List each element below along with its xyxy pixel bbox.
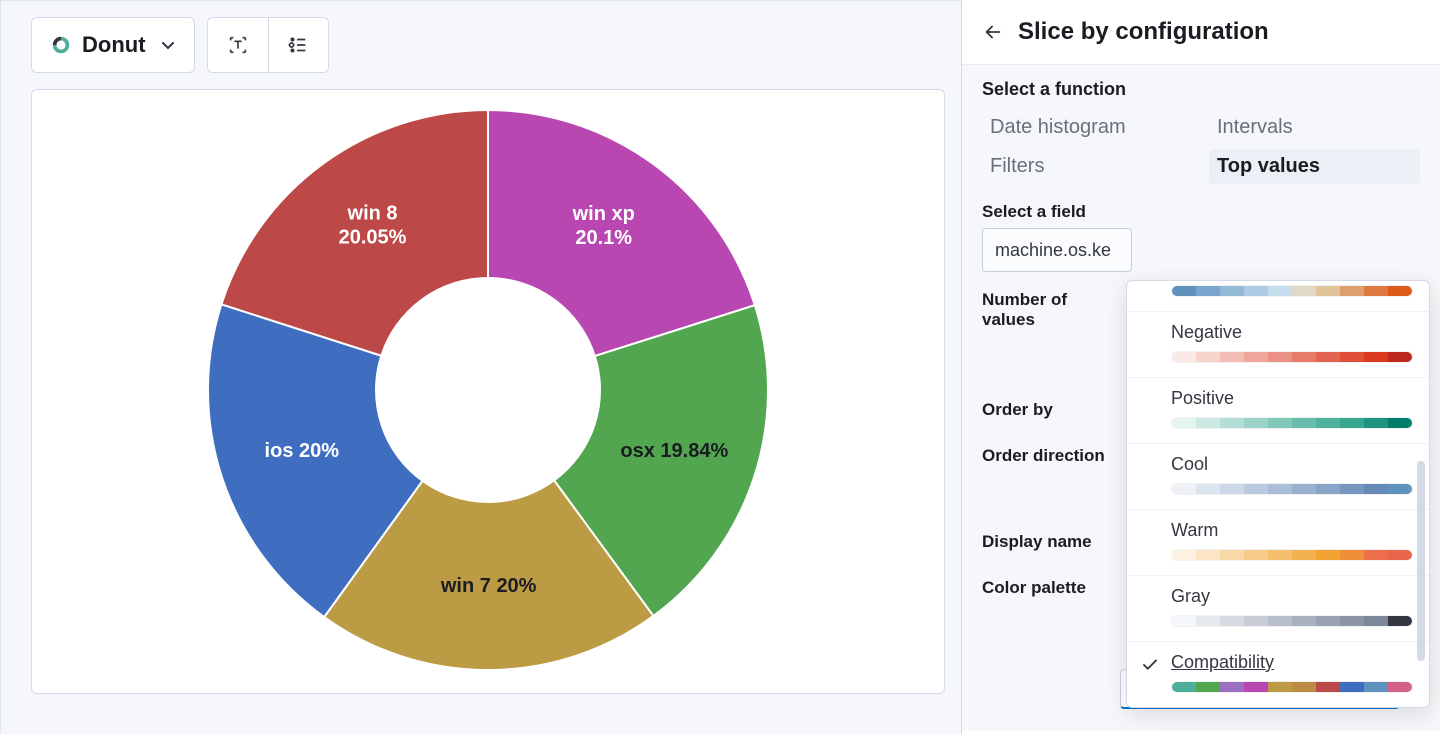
text-frame-tool-button[interactable] [208, 18, 268, 72]
slice-label: win 7 20% [440, 575, 537, 597]
palette-popover: Negative Positive Cool Warm Gray Compatibilit… [1126, 280, 1430, 708]
field-select-input[interactable] [982, 228, 1132, 272]
palette-swatch [1171, 285, 1413, 297]
panel-title: Slice by configuration [1018, 18, 1269, 46]
palette-option[interactable]: Gray [1127, 576, 1429, 642]
palette-swatch [1171, 351, 1413, 363]
chevron-down-icon [160, 37, 176, 53]
slice-percent: 20.1% [575, 227, 632, 249]
arrow-left-icon [982, 21, 1004, 43]
slice-label: win xp [572, 203, 635, 225]
function-option[interactable]: Filters [982, 149, 1193, 184]
palette-option[interactable]: Positive [1127, 378, 1429, 444]
function-option[interactable]: Intervals [1209, 110, 1420, 145]
donut-icon [50, 34, 72, 56]
palette-name: Gray [1171, 586, 1413, 607]
function-option[interactable]: Top values [1209, 149, 1420, 184]
text-tool-group [207, 17, 329, 73]
chart-editor-main: Donut win xp20.1%osx 19.84 [0, 0, 961, 734]
chart-canvas: win xp20.1% osx 19.84% win 7 20% ios 20% win… [31, 89, 945, 694]
function-option[interactable]: Date histogram [982, 110, 1193, 145]
number-of-values-label: Number of values [982, 290, 1092, 330]
select-field-label: Select a field [982, 202, 1112, 222]
panel-header: Slice by configuration [962, 0, 1440, 65]
select-function-label: Select a function [982, 79, 1420, 100]
palette-name: Warm [1171, 520, 1413, 541]
text-frame-icon [227, 34, 249, 56]
slice-label: osx 19.84% [620, 440, 728, 462]
palette-swatch [1171, 615, 1413, 627]
palette-name: Compatibility [1171, 652, 1413, 673]
palette-name: Positive [1171, 388, 1413, 409]
function-options-grid: Date histogram Intervals Filters Top values [982, 110, 1420, 184]
check-icon [1141, 656, 1159, 674]
palette-swatch [1171, 417, 1413, 429]
scrollbar-thumb[interactable] [1417, 461, 1425, 661]
palette-name: Cool [1171, 454, 1413, 475]
palette-option[interactable]: Cool [1127, 444, 1429, 510]
palette-option[interactable]: Compatibility [1127, 642, 1429, 707]
chart-type-label: Donut [82, 32, 146, 58]
palette-list[interactable]: Negative Positive Cool Warm Gray Compatibilit… [1127, 281, 1429, 707]
donut-chart: win xp20.1% osx 19.84% win 7 20% ios 20% win… [38, 90, 938, 690]
chart-type-dropdown[interactable]: Donut [31, 17, 195, 73]
slice-label: win 8 [347, 203, 398, 225]
slice-percent: 20.05% [339, 227, 407, 249]
list-settings-icon [287, 34, 309, 56]
list-settings-tool-button[interactable] [268, 18, 328, 72]
editor-toolbar: Donut [31, 17, 945, 73]
slice-label: ios 20% [265, 440, 340, 462]
palette-option[interactable]: Negative [1127, 312, 1429, 378]
palette-swatch [1171, 483, 1413, 495]
palette-option[interactable]: Warm [1127, 510, 1429, 576]
palette-option[interactable] [1127, 281, 1429, 312]
palette-name: Negative [1171, 322, 1413, 343]
palette-swatch [1171, 681, 1413, 693]
config-side-panel: Slice by configuration Select a function… [961, 0, 1440, 734]
select-field-row: Select a field [982, 202, 1420, 272]
back-button[interactable] [982, 21, 1004, 43]
panel-body: Select a function Date histogram Interval… [962, 65, 1440, 731]
palette-swatch [1171, 549, 1413, 561]
